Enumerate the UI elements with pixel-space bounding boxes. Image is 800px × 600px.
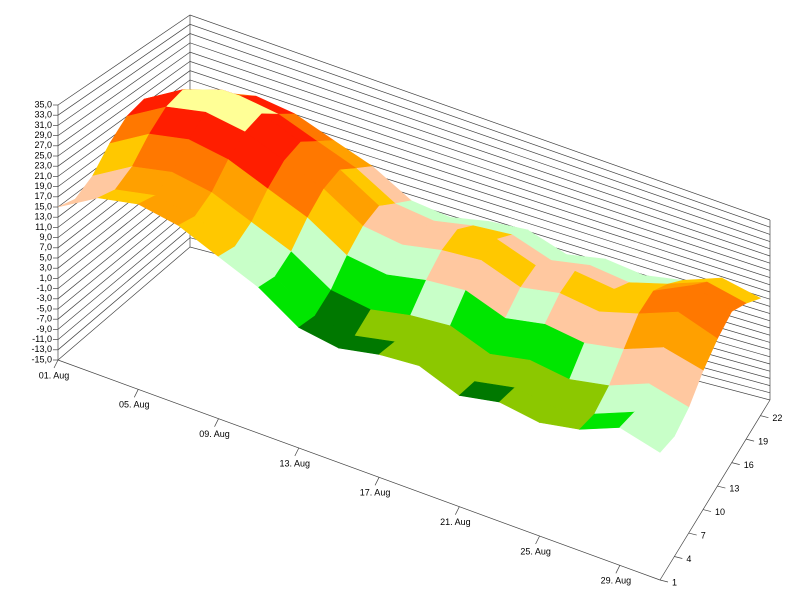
y-tick-label: 1 <box>672 577 677 587</box>
y-tick-label: 4 <box>686 554 691 564</box>
y-tick <box>731 462 740 465</box>
z-tick-label: 5,0 <box>39 252 52 262</box>
z-tick-label: 19,0 <box>34 181 52 191</box>
x-tick-label: 25. Aug <box>520 546 551 556</box>
y-tick-label: 10 <box>715 507 725 517</box>
x-tick <box>374 477 380 486</box>
z-tick-label: -1,0 <box>36 283 52 293</box>
x-tick-label: 09. Aug <box>199 429 230 439</box>
z-tick-label: 15,0 <box>34 201 52 211</box>
z-tick-label: 1,0 <box>39 273 52 283</box>
y-tick <box>760 415 769 418</box>
y-tick <box>659 579 669 583</box>
z-tick-label: 33,0 <box>34 110 52 120</box>
x-tick <box>214 418 219 427</box>
z-tick-label: 23,0 <box>34 161 52 171</box>
y-tick <box>717 485 726 489</box>
y-tick <box>702 509 712 512</box>
x-tick <box>53 359 59 369</box>
z-tick-label: 3,0 <box>39 263 52 273</box>
z-tick-label: 11,0 <box>35 222 52 232</box>
y-tick-label: 19 <box>758 437 768 447</box>
x-tick <box>615 565 621 574</box>
axis-line <box>659 399 771 581</box>
surface-patch <box>619 411 675 453</box>
x-tick-label: 21. Aug <box>440 517 471 527</box>
z-tick-label: -9,0 <box>36 324 52 334</box>
y-tick <box>746 438 755 442</box>
y-tick-label: 7 <box>701 530 706 540</box>
z-tick-label: -13,0 <box>31 344 52 354</box>
z-tick-label: 27,0 <box>34 140 52 150</box>
x-tick-label: 13. Aug <box>280 458 311 468</box>
y-tick-label: 22 <box>772 413 782 423</box>
z-tick-label: 31,0 <box>34 120 52 130</box>
y-tick-label: 16 <box>744 460 754 470</box>
x-tick-label: 05. Aug <box>119 400 150 410</box>
y-tick-label: 13 <box>729 483 739 493</box>
x-tick-label: 17. Aug <box>360 488 391 498</box>
z-tick-label: 17,0 <box>34 191 52 201</box>
x-tick-label: 29. Aug <box>601 576 632 586</box>
z-tick-label: 9,0 <box>39 232 52 242</box>
z-tick-label: -7,0 <box>36 314 52 324</box>
z-tick-label: 25,0 <box>34 150 52 160</box>
axis-line <box>57 359 661 581</box>
x-tick <box>294 447 300 457</box>
y-tick <box>688 532 697 536</box>
x-tick <box>455 506 460 515</box>
z-tick-label: 21,0 <box>34 171 52 181</box>
x-tick <box>133 389 139 398</box>
z-tick-label: -11,0 <box>32 334 52 344</box>
z-tick-label: -15,0 <box>31 354 52 364</box>
z-tick-label: -5,0 <box>36 303 52 313</box>
z-tick-label: -3,0 <box>36 293 52 303</box>
x-tick-label: 01. Aug <box>39 370 70 380</box>
y-tick <box>674 556 683 559</box>
z-tick-label: 13,0 <box>34 212 52 222</box>
z-tick-label: 35,0 <box>34 99 52 109</box>
x-tick <box>535 535 540 545</box>
z-tick-label: 29,0 <box>34 130 52 140</box>
z-tick-label: 7,0 <box>39 242 52 252</box>
